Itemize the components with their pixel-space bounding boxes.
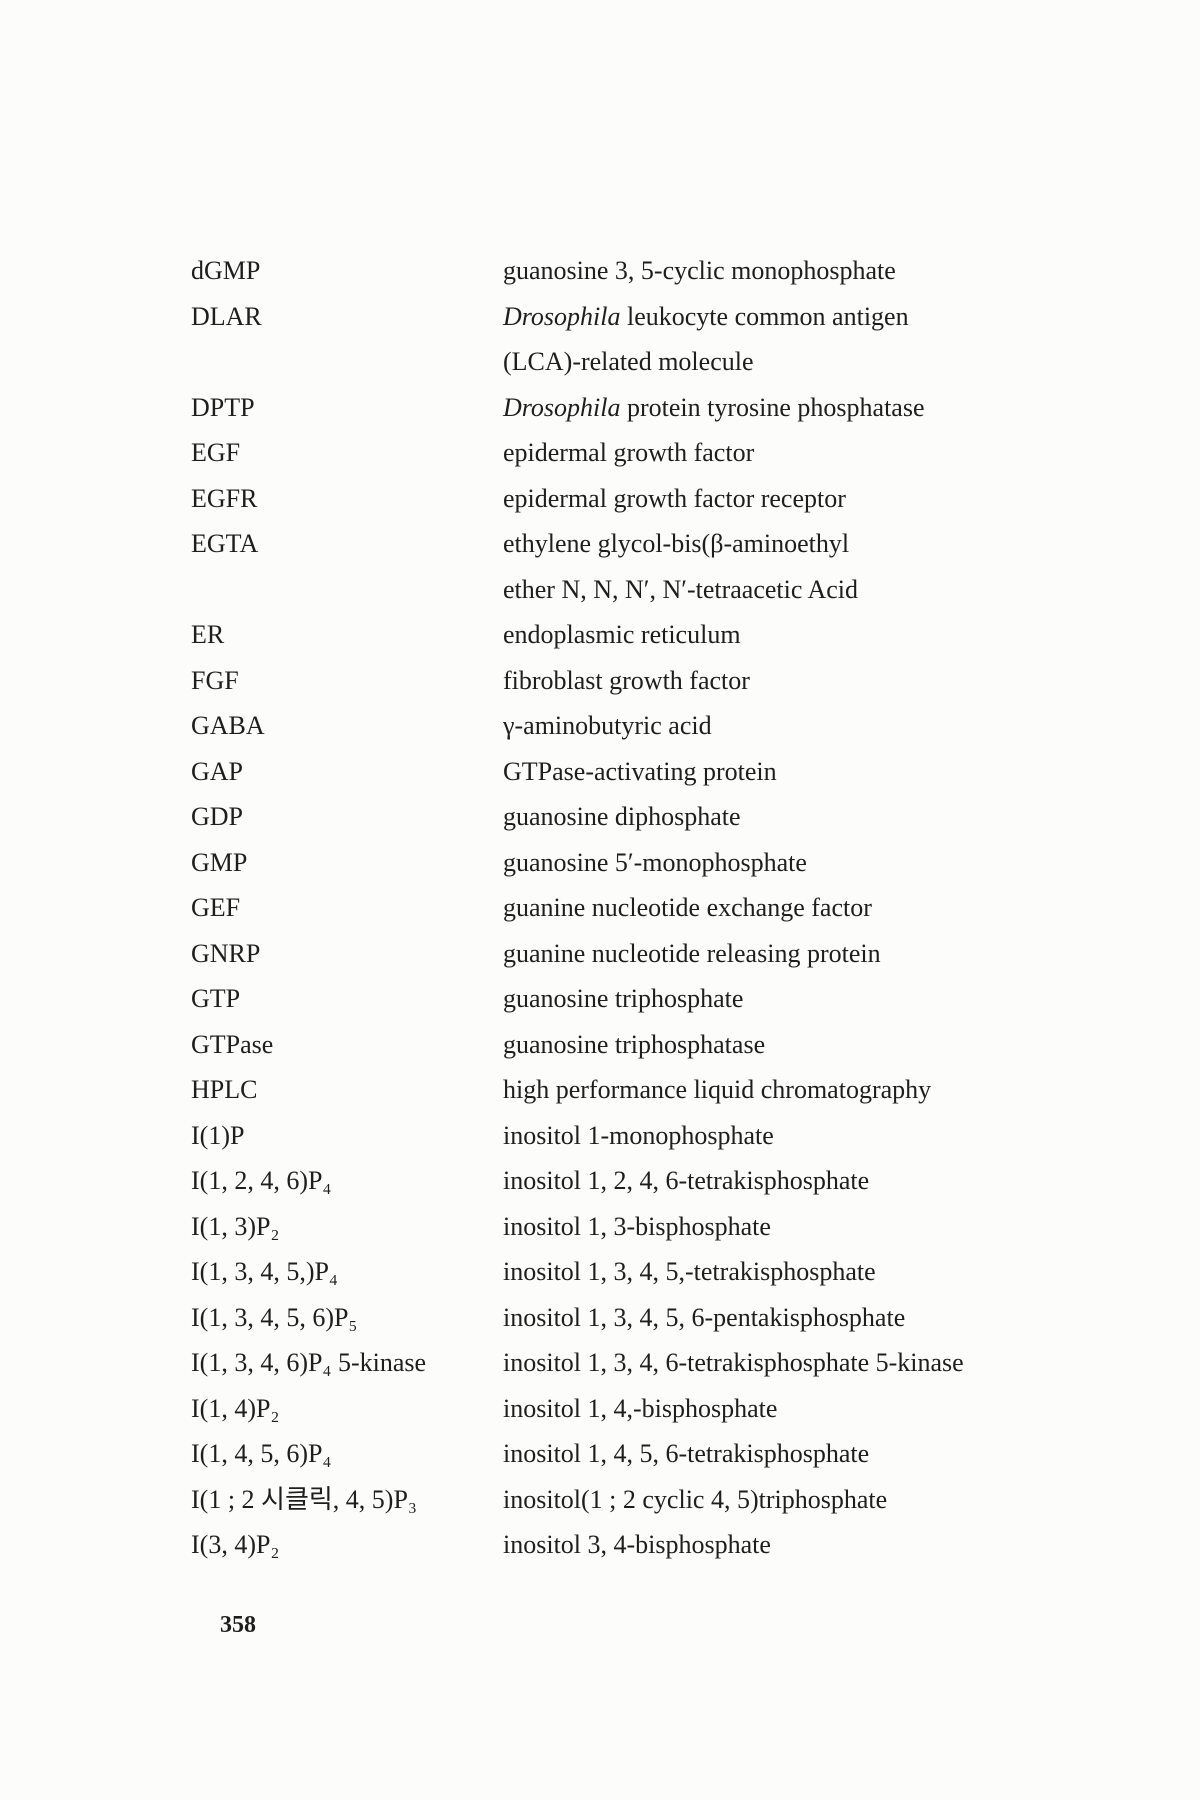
list-item: GAP GTPase-activating protein [0, 749, 1200, 795]
list-item: DPTP Drosophila protein tyrosine phosphat… [0, 385, 1200, 431]
abbreviation: I(1, 4)P₂ [191, 1393, 280, 1423]
list-item: ether N, N, N′, N′-tetraacetic Acid [0, 567, 1200, 613]
list-item: I(3, 4)P₂ inositol 3, 4-bisphosphate [0, 1522, 1200, 1568]
abbreviation: I(1)P [191, 1120, 245, 1150]
abbreviation: GDP [191, 802, 244, 831]
definition: epidermal growth factor receptor [503, 483, 846, 513]
definition: Drosophila protein tyrosine phosphatase [503, 385, 925, 431]
definition: fibroblast growth factor [503, 665, 750, 695]
list-item: I(1)P inositol 1-monophosphate [0, 1113, 1200, 1159]
definition: inositol 1, 3-bisphosphate [503, 1211, 771, 1241]
italic-term: Drosophila [503, 392, 621, 422]
definition: guanosine triphosphatase [503, 1029, 766, 1059]
list-item: FGF fibroblast growth factor [0, 658, 1200, 704]
definition: guanosine diphosphate [503, 802, 741, 831]
definition: Drosophila leukocyte common antigen [503, 294, 909, 340]
abbreviation-list: dGMP guanosine 3, 5-cyclic monophosphate D… [0, 248, 1200, 1568]
definition: inositol 1, 3, 4, 5,-tetrakisphosphate [503, 1257, 876, 1286]
list-item: GEF guanine nucleotide exchange factor [0, 885, 1200, 931]
abbreviation: I(1, 3, 4, 5, 6)P₅ [191, 1302, 358, 1332]
abbreviation: HPLC [191, 1075, 258, 1104]
definition: ethylene glycol-bis(β-aminoethyl [503, 529, 850, 558]
definition: guanine nucleotide releasing protein [503, 938, 881, 968]
definition: endoplasmic reticulum [503, 620, 741, 649]
list-item: DLAR Drosophila leukocyte common antigen [0, 294, 1200, 340]
abbreviation: DPTP [191, 392, 255, 422]
definition: inositol 1, 4, 5, 6-tetrakisphosphate [503, 1439, 870, 1468]
list-item: HPLC high performance liquid chromatograp… [0, 1067, 1200, 1113]
definition: inositol 3, 4-bisphosphate [503, 1530, 771, 1559]
definition: inositol 1, 3, 4, 6-tetrakisphosphate 5-… [503, 1348, 964, 1377]
abbreviation: I(1 ; 2 시클릭, 4, 5)P₃ [191, 1484, 417, 1514]
list-item: EGTA ethylene glycol-bis(β-aminoethyl [0, 521, 1200, 567]
list-item: I(1 ; 2 시클릭, 4, 5)P₃ inositol(1 ; 2 cycli… [0, 1477, 1200, 1523]
definition: GTPase-activating protein [503, 756, 777, 786]
list-item: GDP guanosine diphosphate [0, 794, 1200, 840]
abbreviation: I(3, 4)P₂ [191, 1530, 280, 1559]
list-item: GTP guanosine triphosphate [0, 976, 1200, 1022]
list-item: GTPase guanosine triphosphatase [0, 1022, 1200, 1068]
list-item: I(1, 3, 4, 5, 6)P₅ inositol 1, 3, 4, 5, 6… [0, 1295, 1200, 1341]
list-item: I(1, 4)P₂ inositol 1, 4,-bisphosphate [0, 1386, 1200, 1432]
list-item: GNRP guanine nucleotide releasing protein [0, 931, 1200, 977]
abbreviation: DLAR [191, 301, 262, 331]
abbreviation: I(1, 3, 4, 5,)P₄ [191, 1257, 338, 1286]
list-item: I(1, 3)P₂ inositol 1, 3-bisphosphate [0, 1204, 1200, 1250]
abbreviation: GMP [191, 847, 248, 877]
abbreviation: dGMP [191, 256, 261, 285]
definition: inositol 1, 4,-bisphosphate [503, 1393, 778, 1423]
definition: inositol 1, 3, 4, 5, 6-pentakisphosphate [503, 1302, 906, 1332]
definition: inositol 1, 2, 4, 6-tetrakisphosphate [503, 1166, 870, 1195]
definition: ether N, N, N′, N′-tetraacetic Acid [503, 574, 858, 604]
definition-text: leukocyte common antigen [620, 301, 909, 331]
list-item: I(1, 2, 4, 6)P₄ inositol 1, 2, 4, 6-tetra… [0, 1158, 1200, 1204]
abbreviation: GAP [191, 756, 244, 786]
abbreviation: EGTA [191, 529, 259, 558]
abbreviation: GNRP [191, 938, 261, 968]
definition: γ-aminobutyric acid [503, 711, 712, 740]
definition: inositol 1-monophosphate [503, 1120, 774, 1150]
list-item: EGF epidermal growth factor [0, 430, 1200, 476]
italic-term: Drosophila [503, 301, 621, 331]
list-item: ER endoplasmic reticulum [0, 612, 1200, 658]
definition: inositol(1 ; 2 cyclic 4, 5)triphosphate [503, 1484, 888, 1514]
definition: high performance liquid chromatography [503, 1075, 932, 1104]
abbreviation: I(1, 2, 4, 6)P₄ [191, 1166, 332, 1195]
abbreviation: GTP [191, 984, 241, 1013]
page-number: 358 [220, 1612, 256, 1638]
abbreviation: EGF [191, 438, 241, 467]
definition: guanosine 3, 5-cyclic monophosphate [503, 256, 896, 285]
abbreviation: EGFR [191, 483, 258, 513]
list-item: I(1, 3, 4, 6)P₄ 5-kinase inositol 1, 3, 4… [0, 1340, 1200, 1386]
list-item: I(1, 3, 4, 5,)P₄ inositol 1, 3, 4, 5,-tet… [0, 1249, 1200, 1295]
abbreviation: I(1, 4, 5, 6)P₄ [191, 1439, 332, 1468]
abbreviation: GEF [191, 893, 241, 922]
definition-text: protein tyrosine phosphatase [620, 392, 925, 422]
abbreviation: GTPase [191, 1029, 274, 1059]
definition: guanosine 5′-monophosphate [503, 847, 807, 877]
abbreviation: GABA [191, 711, 265, 740]
abbreviation: FGF [191, 665, 239, 695]
list-item: I(1, 4, 5, 6)P₄ inositol 1, 4, 5, 6-tetra… [0, 1431, 1200, 1477]
abbreviation: I(1, 3)P₂ [191, 1211, 280, 1241]
abbreviation: I(1, 3, 4, 6)P₄ 5-kinase [191, 1348, 427, 1377]
abbreviation: ER [191, 620, 225, 649]
list-item: EGFR epidermal growth factor receptor [0, 476, 1200, 522]
list-item: dGMP guanosine 3, 5-cyclic monophosphate [0, 248, 1200, 294]
list-item: GMP guanosine 5′-monophosphate [0, 840, 1200, 886]
definition: epidermal growth factor [503, 438, 755, 467]
definition: guanine nucleotide exchange factor [503, 893, 872, 922]
list-item: GABA γ-aminobutyric acid [0, 703, 1200, 749]
list-item: (LCA)-related molecule [0, 339, 1200, 385]
definition: (LCA)-related molecule [503, 347, 754, 376]
definition: guanosine triphosphate [503, 984, 744, 1013]
